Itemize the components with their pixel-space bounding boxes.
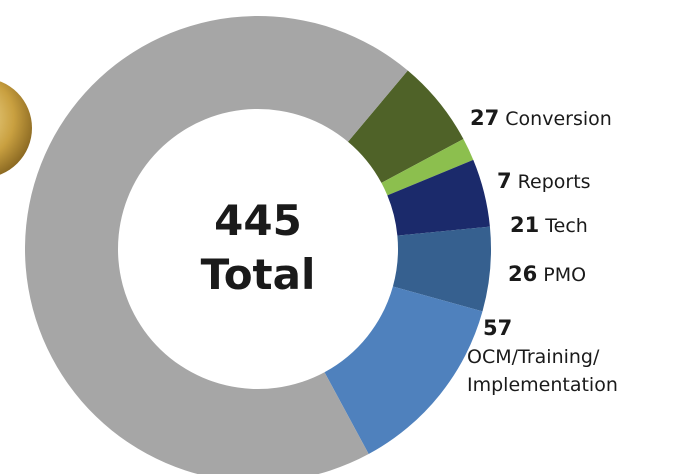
donut-segment <box>387 159 490 236</box>
category-label: Reports <box>517 171 591 193</box>
donut-segment <box>324 286 483 455</box>
medallion <box>0 81 32 175</box>
label: 26 PMO <box>508 260 586 289</box>
total-value: 445 <box>214 196 302 245</box>
donut-segment <box>392 226 491 312</box>
value-label: 7 <box>497 169 512 193</box>
category-label: PMO <box>543 264 587 286</box>
value-label: 27 <box>470 106 500 130</box>
total-label: Total <box>200 250 316 299</box>
category-label: Tech <box>545 215 588 237</box>
donut-segment <box>25 16 408 474</box>
category-label: Conversion <box>505 108 612 130</box>
label: 27 Conversion <box>470 104 612 133</box>
label: 57 OCM/Training/ Implementation <box>467 314 657 399</box>
donut-segment <box>381 139 474 196</box>
value-label: 21 <box>510 213 540 237</box>
donut-segment <box>347 70 464 183</box>
category-label: OCM/Training/ Implementation <box>467 346 618 396</box>
label: 21 Tech <box>510 211 588 240</box>
value-label: 26 <box>508 262 538 286</box>
donut <box>25 16 491 474</box>
value-label: 57 <box>483 316 513 340</box>
label: 7 Reports <box>497 167 591 196</box>
